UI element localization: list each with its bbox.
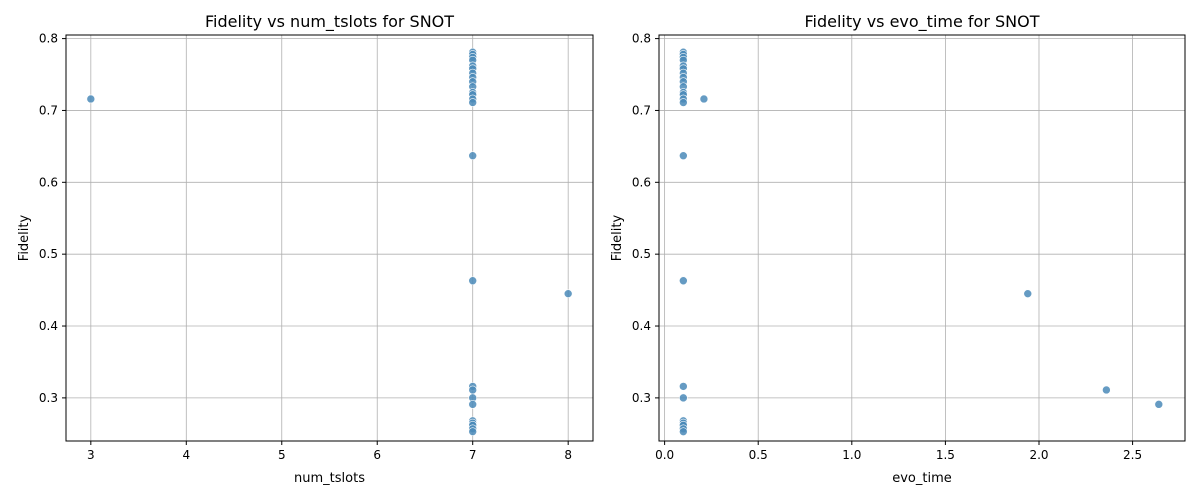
- chart-1-y-tick-label-3: 0.6: [632, 175, 651, 189]
- chart-1-x-tick-label-4: 2.0: [1029, 448, 1048, 462]
- chart-0-data-point-20: [468, 400, 478, 409]
- chart-1-plot-frame: [658, 34, 1186, 442]
- chart-0-data-point-25: [468, 427, 478, 436]
- chart-1-x-tick-label-2: 1.0: [842, 448, 861, 462]
- chart-0-x-tick-label-5: 8: [564, 448, 572, 462]
- chart-0-x-tick-label-0: 3: [87, 448, 95, 462]
- chart-0-y-tick-label-3: 0.6: [39, 175, 58, 189]
- chart-1-x-tick-label-1: 0.5: [749, 448, 768, 462]
- chart-1-data-point-22: [679, 427, 688, 436]
- chart-0-y-tick-label-5: 0.8: [39, 32, 58, 46]
- chart-1-data-point-26: [1154, 400, 1164, 409]
- chart-0-y-axis-label: Fidelity: [17, 214, 32, 261]
- chart-0-y-tick-label-0: 0.3: [39, 391, 58, 405]
- chart-1-data-point-24: [1023, 289, 1033, 298]
- chart-0-x-tick-label-2: 5: [278, 448, 286, 462]
- chart-0-y-tick-label-2: 0.5: [39, 247, 58, 261]
- chart-1-y-tick-label-1: 0.4: [632, 319, 651, 333]
- chart-1-x-tick-label-5: 2.5: [1123, 448, 1142, 462]
- chart-0-x-axis-label: num_tslots: [294, 471, 365, 486]
- chart-0-data-point-0: [86, 94, 96, 104]
- chart-0-x-tick-label-4: 7: [469, 448, 477, 462]
- chart-1-x-tick-label-0: 0.0: [655, 448, 674, 462]
- chart-1-data-point-25: [1102, 385, 1111, 395]
- chart-0-y-tick-label-4: 0.7: [39, 103, 58, 117]
- chart-1-y-axis-label: Fidelity: [610, 214, 625, 261]
- chart-0-data-point-18: [468, 385, 478, 395]
- chart-1-data-point-23: [699, 94, 709, 104]
- chart-1-data-point-17: [679, 393, 688, 403]
- chart-0-data-point-15: [468, 151, 478, 161]
- chart-0-x-tick-label-3: 6: [373, 448, 381, 462]
- chart-1-data-point-15: [679, 276, 688, 286]
- right-scatter-panel: 0.0 0.5 1.0 1.5 2.0 2.5 0.3 0.4 0.5 0.6 0.7 0.8 Fide…: [610, 12, 1186, 486]
- chart-1-y-tick-label-5: 0.8: [632, 32, 651, 46]
- chart-0-data-point-16: [468, 276, 478, 286]
- chart-1-data-point-13: [679, 98, 688, 107]
- chart-1-x-tick-label-3: 1.5: [936, 448, 955, 462]
- chart-1-title: Fidelity vs evo_time for SNOT: [804, 12, 1039, 32]
- chart-1-x-axis-label: evo_time: [892, 471, 952, 486]
- chart-1-y-tick-label-2: 0.5: [632, 247, 651, 261]
- chart-0-y-tick-label-1: 0.4: [39, 319, 58, 333]
- chart-1-y-tick-label-0: 0.3: [632, 391, 651, 405]
- chart-0-plot-frame: [65, 34, 594, 442]
- chart-0-data-point-26: [563, 289, 573, 298]
- left-scatter-panel: 3 4 5 6 7 8 0.3 0.4 0.5 0.6 0.7 0.8 Fidelity vs num_…: [17, 12, 594, 486]
- chart-1-data-point-16: [679, 382, 688, 391]
- chart-1-data-point-14: [679, 151, 688, 161]
- chart-0-data-point-14: [468, 98, 478, 107]
- chart-1-y-tick-label-4: 0.7: [632, 103, 651, 117]
- chart-0-title: Fidelity vs num_tslots for SNOT: [205, 12, 454, 32]
- chart-0-x-tick-label-1: 4: [182, 448, 190, 462]
